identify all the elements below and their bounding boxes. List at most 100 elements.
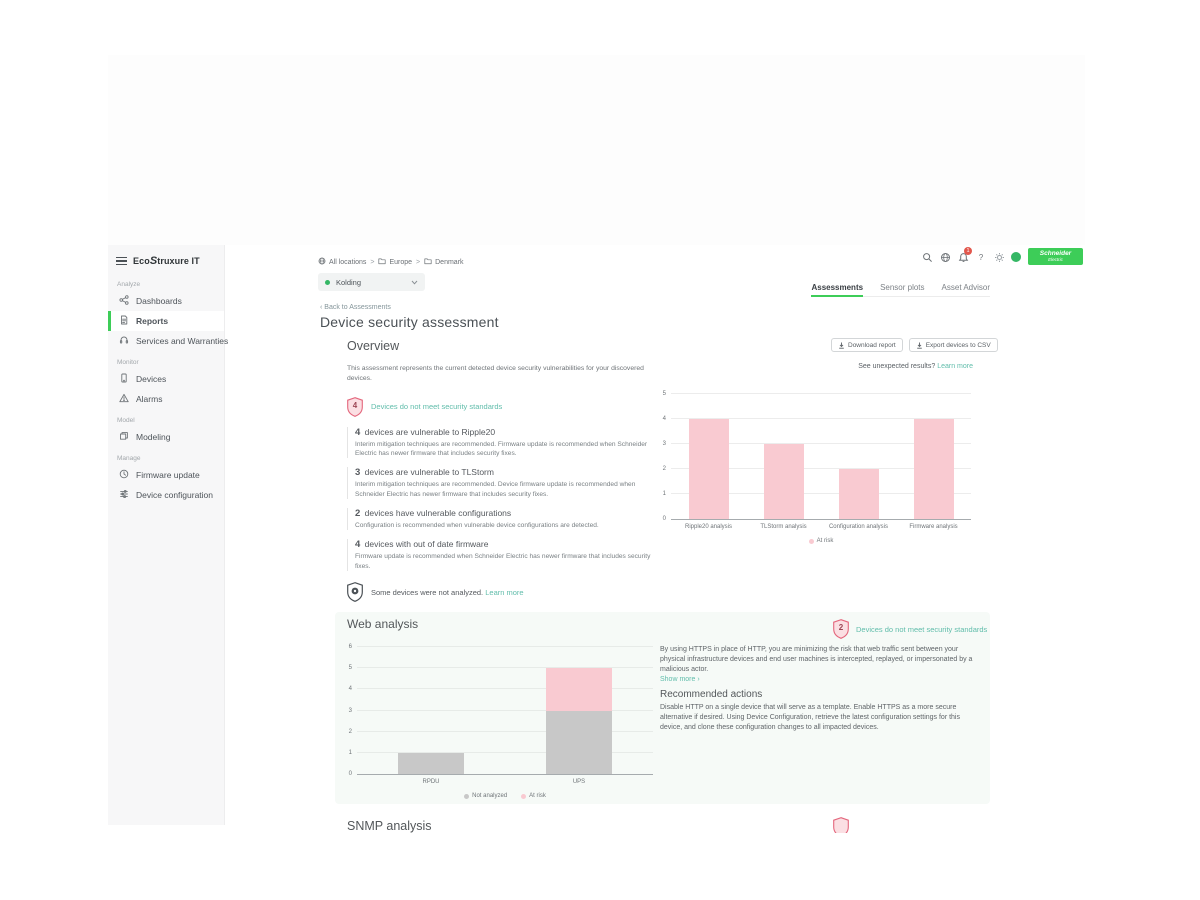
chart-gridline bbox=[671, 418, 971, 419]
folder-icon bbox=[424, 257, 432, 267]
globe-icon[interactable] bbox=[939, 251, 951, 263]
x-axis-label: UPS bbox=[572, 779, 586, 785]
unexpected-learn-more-link[interactable]: Learn more bbox=[937, 363, 973, 370]
download-icon bbox=[839, 342, 844, 349]
modeling-icon bbox=[119, 431, 129, 443]
bar-group-firmware-analysis bbox=[913, 394, 954, 519]
finding-title: 4 devices with out of date firmware bbox=[355, 539, 489, 551]
sidebar-item-label: Dashboards bbox=[136, 296, 182, 307]
y-axis-tick: 2 bbox=[662, 466, 666, 472]
user-avatar[interactable] bbox=[1011, 252, 1021, 262]
sidebar-item-label: Devices bbox=[136, 374, 167, 385]
y-axis-tick: 4 bbox=[348, 686, 352, 693]
export-csv-button[interactable]: Export devices to CSV bbox=[908, 338, 998, 352]
y-axis-tick: 3 bbox=[348, 707, 352, 714]
web-risk-badge-label: Devices do not meet security standards bbox=[856, 624, 988, 634]
breadcrumb-item-all-locations[interactable]: All locations bbox=[318, 257, 366, 267]
search-icon[interactable] bbox=[921, 251, 933, 263]
ecostruxure-logo: EcoStruxure IT bbox=[133, 255, 200, 268]
overview-description: This assessment represents the current d… bbox=[347, 365, 644, 382]
legend-dot bbox=[521, 793, 527, 799]
finding-title: 3 devices are vulnerable to TLStorm bbox=[355, 467, 494, 479]
y-axis-tick: 3 bbox=[662, 441, 666, 447]
x-axis-label: Ripple20 analysis bbox=[684, 524, 733, 530]
configuration-icon bbox=[119, 489, 129, 501]
sidebar-item-services-and-warranties[interactable]: Services and Warranties bbox=[108, 331, 228, 351]
web-analysis-description: By using HTTPS in place of HTTP, you are… bbox=[660, 646, 973, 674]
x-axis-label: RPDU bbox=[422, 779, 440, 785]
web-analysis-chart: 0 1 2 3 4 5 6 RPDU UPS Not analyzed At risk bbox=[335, 638, 675, 803]
hamburger-menu-icon[interactable] bbox=[116, 255, 127, 267]
topbar-icons: 1 ? bbox=[921, 247, 1021, 263]
sidebar-item-firmware-update[interactable]: Firmware update bbox=[108, 465, 224, 485]
devices-icon bbox=[119, 373, 129, 385]
notifications-bell-icon[interactable]: 1 bbox=[957, 247, 972, 263]
location-selector-value: Kolding bbox=[336, 277, 362, 287]
sidebar-item-label: Device configuration bbox=[136, 490, 214, 501]
sidebar-item-device-configuration[interactable]: Device configuration bbox=[108, 485, 224, 505]
bar-segment-at-risk bbox=[546, 668, 612, 711]
chart-gridline bbox=[357, 709, 653, 711]
settings-gear-icon[interactable] bbox=[993, 251, 1005, 263]
breadcrumb-label: Denmark bbox=[435, 258, 464, 266]
alarms-icon bbox=[119, 393, 129, 405]
schneider-electric-logo[interactable]: Schneider Electric bbox=[1028, 248, 1083, 265]
download-report-button[interactable]: Download report bbox=[831, 338, 903, 352]
location-status-dot bbox=[325, 279, 330, 285]
finding-item: 3 devices are vulnerable to TLStorm Inter… bbox=[347, 467, 659, 500]
overview-risk-chart: 0 1 2 3 4 5 Ripple20 analysis TLStorm analysis C… bbox=[655, 385, 985, 560]
sidebar-item-alarms[interactable]: Alarms bbox=[108, 389, 224, 409]
chart-gridline bbox=[671, 393, 971, 394]
sidebar-section-label: Analyze bbox=[117, 281, 141, 289]
sidebar-item-dashboards[interactable]: Dashboards bbox=[108, 291, 224, 311]
bar-group-configuration-analysis bbox=[838, 394, 879, 519]
chart-gridline bbox=[671, 468, 971, 469]
not-analyzed-learn-more-link[interactable]: Learn more bbox=[485, 587, 524, 597]
legend-item-at-risk: At risk bbox=[521, 793, 546, 799]
main-content: All locations > Europe > Denmark Kolding 1 ?… bbox=[225, 245, 1085, 855]
sidebar-item-modeling[interactable]: Modeling bbox=[108, 427, 224, 447]
y-axis-tick: 1 bbox=[662, 491, 666, 497]
show-more-link[interactable]: Show more › bbox=[660, 676, 700, 683]
services-icon bbox=[119, 335, 129, 347]
tab-sensor-plots[interactable]: Sensor plots bbox=[880, 283, 925, 292]
chart-gridline bbox=[357, 646, 653, 647]
tab-asset-advisor[interactable]: Asset Advisor bbox=[941, 283, 990, 292]
not-analyzed-text: Some devices were not analyzed. Learn mo… bbox=[371, 587, 524, 597]
sidebar-section-label: Monitor bbox=[117, 359, 139, 367]
finding-title: 2 devices have vulnerable configurations bbox=[355, 508, 512, 520]
recommended-actions-heading: Recommended actions bbox=[660, 689, 763, 700]
back-to-assessments-link[interactable]: ‹ Back to Assessments bbox=[320, 304, 391, 311]
sidebar-item-reports[interactable]: Reports bbox=[108, 311, 224, 332]
finding-item: 4 devices with out of date firmware Firmw… bbox=[347, 539, 659, 572]
overview-actions: Download report Export devices to CSV bbox=[831, 338, 998, 352]
sidebar-sections: Analyze Dashboards Reports Services and War… bbox=[108, 273, 228, 505]
chart-gridline bbox=[671, 443, 971, 444]
y-axis-tick: 5 bbox=[662, 391, 666, 397]
breadcrumb-item-europe[interactable]: Europe bbox=[378, 257, 412, 267]
breadcrumb-item-denmark[interactable]: Denmark bbox=[424, 257, 464, 267]
chart-gridline bbox=[671, 493, 971, 494]
y-axis-tick: 1 bbox=[348, 749, 352, 756]
finding-title: 4 devices are vulnerable to Ripple20 bbox=[355, 426, 496, 438]
sidebar-item-label: Modeling bbox=[136, 432, 171, 443]
tab-assessments[interactable]: Assessments bbox=[811, 283, 864, 297]
dashboards-icon bbox=[119, 295, 129, 307]
folder-icon bbox=[378, 257, 387, 267]
help-icon[interactable]: ? bbox=[978, 252, 984, 262]
chart-plot-area: 0 1 2 3 4 5 Ripple20 analysis TLStorm analysis C… bbox=[663, 391, 971, 530]
y-axis-tick: 2 bbox=[348, 728, 352, 735]
chart-gridline bbox=[357, 667, 653, 669]
sidebar-item-devices[interactable]: Devices bbox=[108, 369, 224, 389]
location-selector[interactable]: Kolding bbox=[318, 273, 425, 291]
notification-badge: 1 bbox=[964, 247, 972, 255]
chart-legend: Not analyzed At risk bbox=[357, 793, 653, 799]
download-icon bbox=[916, 342, 922, 349]
y-axis-tick: 0 bbox=[348, 771, 352, 777]
web-risk-shield-badge: 2 bbox=[833, 619, 849, 639]
overview-heading: Overview bbox=[347, 339, 400, 353]
x-axis-label: TLStorm analysis bbox=[760, 524, 807, 530]
y-axis-tick: 5 bbox=[348, 665, 352, 672]
risk-badge-label: Devices do not meet security standards bbox=[371, 402, 503, 412]
finding-description: Firmware update is recommended when Schn… bbox=[355, 553, 651, 570]
